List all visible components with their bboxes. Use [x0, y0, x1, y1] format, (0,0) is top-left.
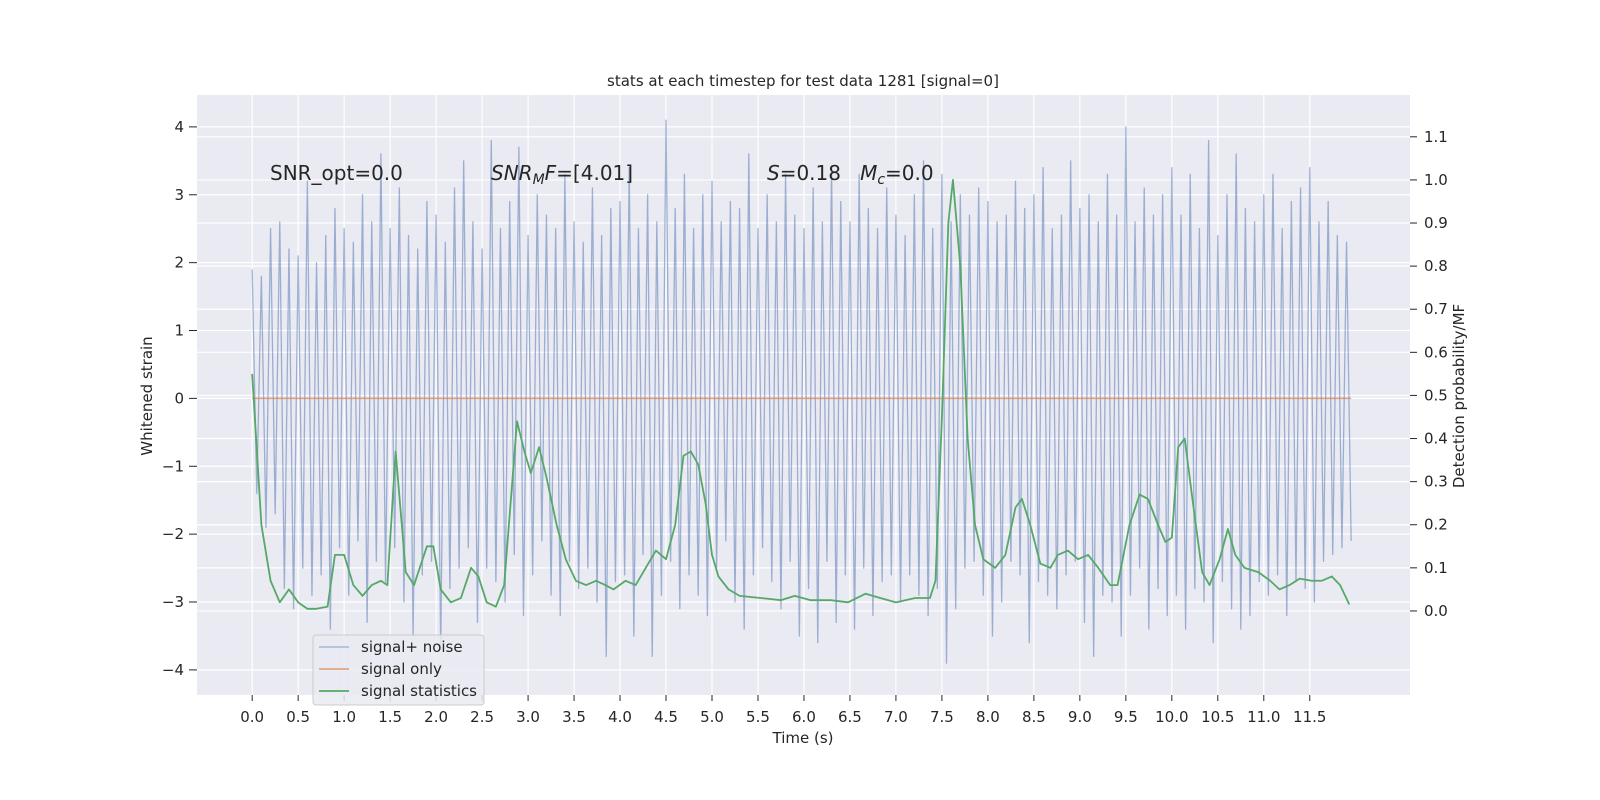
y2-tick-label: 0.5	[1424, 386, 1448, 404]
annotation-part: =0.0	[885, 161, 934, 185]
y2-tick-label: 0.2	[1424, 516, 1448, 534]
legend-label: signal only	[361, 660, 442, 678]
x-tick-label: 5.0	[700, 708, 724, 726]
x-tick-label: 11.5	[1293, 708, 1326, 726]
x-tick-label: 11.0	[1247, 708, 1280, 726]
y-tick-label: −3	[162, 593, 184, 611]
y-axis-label: Whitened strain	[138, 336, 156, 455]
legend-label: signal+ noise	[361, 638, 463, 656]
y-tick-label: 4	[174, 118, 184, 136]
x-tick-label: 2.5	[470, 708, 494, 726]
x-tick-label: 0.0	[240, 708, 264, 726]
y2-tick-label: 0.3	[1424, 473, 1448, 491]
annotation-part: M	[533, 172, 545, 188]
y2-tick-label: 0.7	[1424, 300, 1448, 318]
annotation-part: SNR_opt=0.0	[270, 161, 403, 185]
marks	[251, 119, 1352, 664]
y2-tick-label: 1.1	[1424, 128, 1448, 146]
y2-tick-label: 0.1	[1424, 559, 1448, 577]
series-line	[251, 179, 1351, 610]
chart-title: stats at each timestep for test data 128…	[607, 72, 999, 90]
annotation-part: =[4.01]	[556, 161, 633, 185]
x-tick-label: 10.0	[1155, 708, 1188, 726]
annotation: SNRMF=[4.01]	[491, 161, 633, 188]
x-tick-label: 3.0	[516, 708, 540, 726]
x-tick-label: 8.5	[1022, 708, 1046, 726]
y2-axis-label: Detection probability/MF	[1450, 304, 1468, 488]
x-tick-label: 4.5	[654, 708, 678, 726]
y-tick-label: −2	[162, 525, 184, 543]
x-tick-label: 3.5	[562, 708, 586, 726]
x-tick-label: 7.5	[930, 708, 954, 726]
y2-tick-label: 0.8	[1424, 257, 1448, 275]
y-tick-label: 3	[174, 186, 184, 204]
y2-tick-label: 0.9	[1424, 214, 1448, 232]
annotation-part: M	[860, 161, 877, 185]
x-tick-label: 0.5	[286, 708, 310, 726]
annotations: SNR_opt=0.0 SNRMF=[4.01] S=0.18 Mc=0.0	[270, 161, 934, 188]
y2-tick-label: 0.0	[1424, 602, 1448, 620]
x-tick-label: 8.0	[976, 708, 1000, 726]
annotation: SNR_opt=0.0	[270, 161, 403, 185]
annotation-part: S	[767, 161, 780, 185]
annotation-part: c	[877, 172, 885, 188]
annotation-part: =0.18	[780, 161, 860, 185]
y-tick-label: 1	[174, 322, 184, 340]
y-tick-label: −4	[162, 661, 184, 679]
annotation: S=0.18 Mc=0.0	[767, 161, 934, 188]
x-tick-label: 7.0	[884, 708, 908, 726]
x-tick-label: 2.0	[424, 708, 448, 726]
y2-tick-label: 0.6	[1424, 343, 1448, 361]
y2-tick-label: 1.0	[1424, 171, 1448, 189]
x-tick-label: 6.5	[838, 708, 862, 726]
annotation-part: F	[545, 161, 557, 185]
legend-label: signal statistics	[361, 682, 477, 700]
y-tick-label: 2	[174, 254, 184, 272]
x-tick-label: 1.0	[332, 708, 356, 726]
y-tick-label: −1	[162, 457, 184, 475]
annotation-part: SNR	[491, 161, 533, 185]
x-tick-label: 9.0	[1068, 708, 1092, 726]
x-tick-label: 4.0	[608, 708, 632, 726]
x-tick-label: 6.0	[792, 708, 816, 726]
x-tick-label: 9.5	[1114, 708, 1138, 726]
y2-tick-label: 0.4	[1424, 430, 1448, 448]
y-tick-label: 0	[174, 389, 184, 407]
axes: 0.0 0.5 1.0 1.5 2.0 2.5 3.0 3.5 4.0 4.5 5.0 5.5 6.0 6…	[162, 118, 1448, 726]
x-axis-label: Time (s)	[772, 729, 834, 747]
legend: signal+ noise signal only signal statistic…	[312, 634, 485, 706]
x-tick-label: 5.5	[746, 708, 770, 726]
x-tick-label: 10.5	[1201, 708, 1234, 726]
legend-box	[312, 634, 485, 706]
x-tick-label: 1.5	[378, 708, 402, 726]
